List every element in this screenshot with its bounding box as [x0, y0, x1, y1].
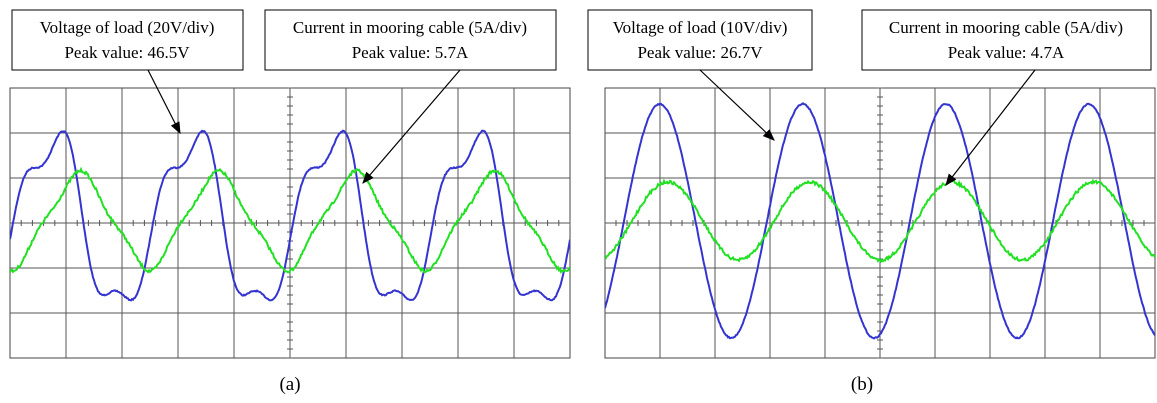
current-waveform [605, 178, 1155, 264]
annotation-text: Current in mooring cable (5A/div) [293, 18, 527, 37]
annotation-text: Peak value: 46.5V [64, 43, 190, 62]
annotation-text: Voltage of load (10V/div) [613, 18, 788, 37]
arrow [147, 69, 181, 135]
annotation-text: Current in mooring cable (5A/div) [889, 18, 1123, 37]
arrow [699, 69, 775, 141]
arrow [362, 69, 461, 184]
voltage-waveform [10, 129, 570, 302]
voltage-waveform [605, 102, 1155, 340]
annotation-box [11, 9, 244, 71]
annotation-text: Voltage of load (20V/div) [40, 18, 215, 37]
annotation-text: Peak value: 5.7A [352, 43, 469, 62]
annotation-box [264, 9, 557, 71]
panel-label: (b) [851, 374, 873, 395]
panel-label: (a) [279, 374, 300, 395]
annotation-text: Peak value: 4.7A [948, 43, 1065, 62]
annotation-box [861, 9, 1152, 71]
annotation-box [587, 9, 813, 71]
arrow [945, 69, 1036, 186]
current-waveform [10, 166, 570, 274]
annotation-text: Peak value: 26.7V [637, 43, 763, 62]
